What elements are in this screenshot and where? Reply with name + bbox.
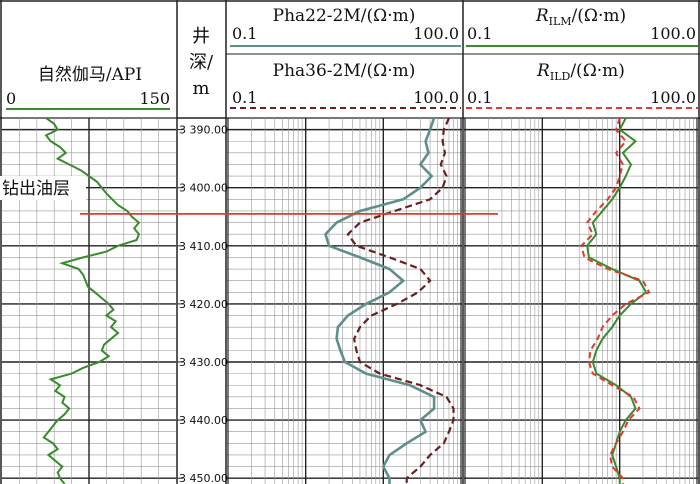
depth-tick-label: 3 440.00 [179, 414, 228, 427]
pha36-label: Pha36-2M/(Ω·m) [273, 61, 416, 81]
rilm-subscript: ILM [549, 15, 572, 28]
rild-subscript: ILD [550, 70, 571, 83]
log-curves [42, 117, 651, 484]
rild-min-label: 0.1 [467, 88, 492, 107]
rilm-label: RILM/(Ω·m) [535, 6, 626, 28]
gamma-curve [42, 117, 141, 484]
pha36-curve [346, 117, 455, 484]
depth-label-3: m [192, 78, 209, 99]
pha22-curve [324, 117, 436, 484]
pha22-label: Pha22-2M/(Ω·m) [273, 6, 416, 26]
rild-label: RILD/(Ω·m) [536, 61, 625, 83]
depth-tick-label: 3 410.00 [179, 240, 228, 253]
depth-tick-label: 3 400.00 [179, 182, 228, 195]
rild-unit: /(Ω·m) [570, 61, 625, 81]
gr-min-label: 0 [6, 89, 16, 108]
rild-symbol: R [536, 61, 550, 81]
depth-tick-label: 3 420.00 [179, 298, 228, 311]
rilm-symbol: R [535, 6, 549, 26]
pha36-min-label: 0.1 [232, 88, 257, 107]
rilm-unit: /(Ω·m) [572, 6, 627, 26]
depth-tick-label: 3 390.00 [179, 124, 228, 137]
gr-label: 自然伽马/API [38, 65, 142, 85]
pha22-max-label: 100.0 [413, 24, 459, 43]
annotation-label: 钻出油层 [2, 179, 70, 199]
rild-max-label: 100.0 [650, 88, 696, 107]
rilm-max-label: 100.0 [650, 24, 696, 43]
gr-max-label: 150 [139, 89, 170, 108]
track-grids [2, 117, 698, 484]
depth-tick-label: 3 450.00 [179, 472, 228, 484]
annotation-bg [0, 176, 86, 200]
rilm-min-label: 0.1 [467, 24, 492, 43]
rild-curve [580, 117, 651, 484]
depth-label-2: 深/ [189, 52, 214, 73]
depth-tick-labels: 3 390.00 3 400.00 3 410.00 3 420.00 3 430.00… [177, 124, 228, 484]
depth-tick-label: 3 430.00 [179, 356, 228, 369]
pha22-min-label: 0.1 [232, 24, 257, 43]
rilm-curve [586, 117, 648, 484]
depth-label-1: 井 [192, 26, 210, 47]
pha36-max-label: 100.0 [413, 88, 459, 107]
